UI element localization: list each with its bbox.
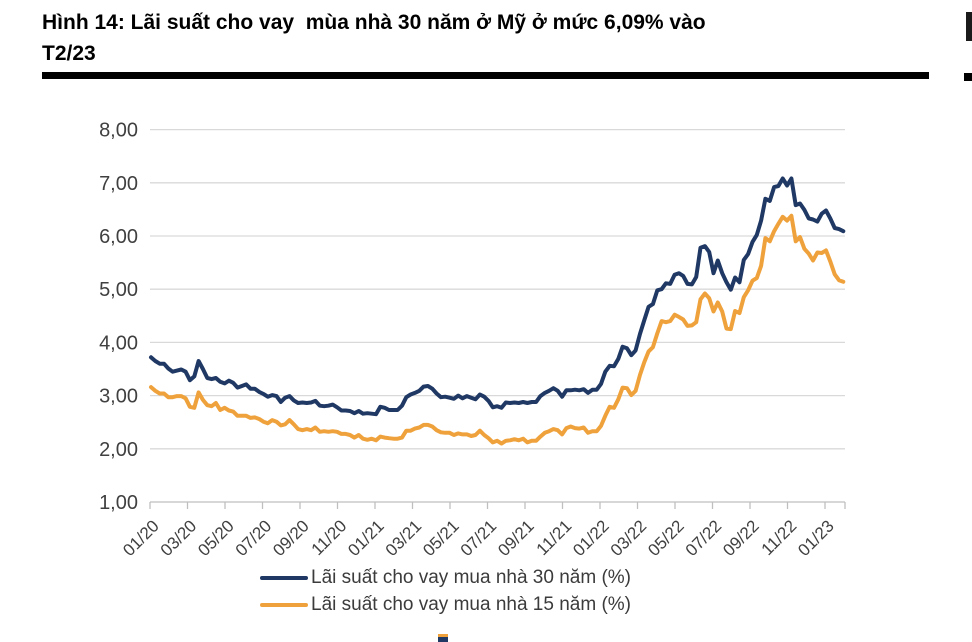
svg-text:07/20: 07/20 — [232, 516, 276, 560]
svg-text:05/20: 05/20 — [194, 516, 238, 560]
svg-text:01/22: 01/22 — [569, 516, 613, 560]
svg-text:09/20: 09/20 — [269, 516, 313, 560]
cropped-fragment-navy — [438, 637, 448, 642]
svg-text:2,00: 2,00 — [99, 439, 138, 461]
svg-text:07/21: 07/21 — [457, 516, 501, 560]
svg-text:09/22: 09/22 — [719, 516, 763, 560]
cropped-fragment-orange — [438, 634, 448, 637]
svg-text:11/21: 11/21 — [533, 516, 576, 559]
title-divider-rule — [42, 72, 929, 79]
svg-text:11/20: 11/20 — [308, 516, 351, 559]
svg-text:01/20: 01/20 — [119, 516, 163, 560]
legend-item-30yr: Lãi suất cho vay mua nhà 30 năm (%) — [260, 566, 631, 589]
legend-line-30yr-icon — [260, 575, 308, 580]
legend-label-15yr: Lãi suất cho vay mua nhà 15 năm (%) — [311, 593, 632, 615]
svg-text:09/21: 09/21 — [494, 516, 538, 560]
svg-text:03/21: 03/21 — [382, 516, 426, 560]
adjacent-column-rule-fragment — [964, 73, 972, 81]
svg-text:03/22: 03/22 — [607, 516, 651, 560]
svg-text:07/22: 07/22 — [682, 516, 726, 560]
figure-title: Hình 14: Lãi suất cho vay mùa nhà 30 năm… — [42, 11, 706, 65]
legend-line-15yr-icon — [260, 602, 308, 607]
svg-text:8,00: 8,00 — [99, 120, 138, 142]
svg-text:05/21: 05/21 — [419, 516, 463, 560]
svg-text:03/20: 03/20 — [157, 516, 201, 560]
svg-text:11/22: 11/22 — [758, 516, 801, 559]
svg-text:3,00: 3,00 — [99, 386, 138, 408]
svg-text:5,00: 5,00 — [99, 279, 138, 301]
chart-legend: Lãi suất cho vay mua nhà 30 năm (%) Lãi … — [260, 566, 631, 616]
legend-label-30yr: Lãi suất cho vay mua nhà 30 năm (%) — [311, 566, 632, 588]
svg-text:01/21: 01/21 — [344, 516, 388, 560]
svg-text:6,00: 6,00 — [99, 226, 138, 248]
adjacent-column-title-fragment — [966, 12, 972, 41]
svg-text:1,00: 1,00 — [99, 492, 138, 514]
legend-item-15yr: Lãi suất cho vay mua nhà 15 năm (%) — [260, 593, 631, 616]
svg-text:4,00: 4,00 — [99, 332, 138, 354]
cropped-next-chart-fragment — [438, 634, 448, 642]
svg-text:01/23: 01/23 — [794, 516, 838, 560]
svg-text:7,00: 7,00 — [99, 173, 138, 195]
svg-text:05/22: 05/22 — [644, 516, 688, 560]
